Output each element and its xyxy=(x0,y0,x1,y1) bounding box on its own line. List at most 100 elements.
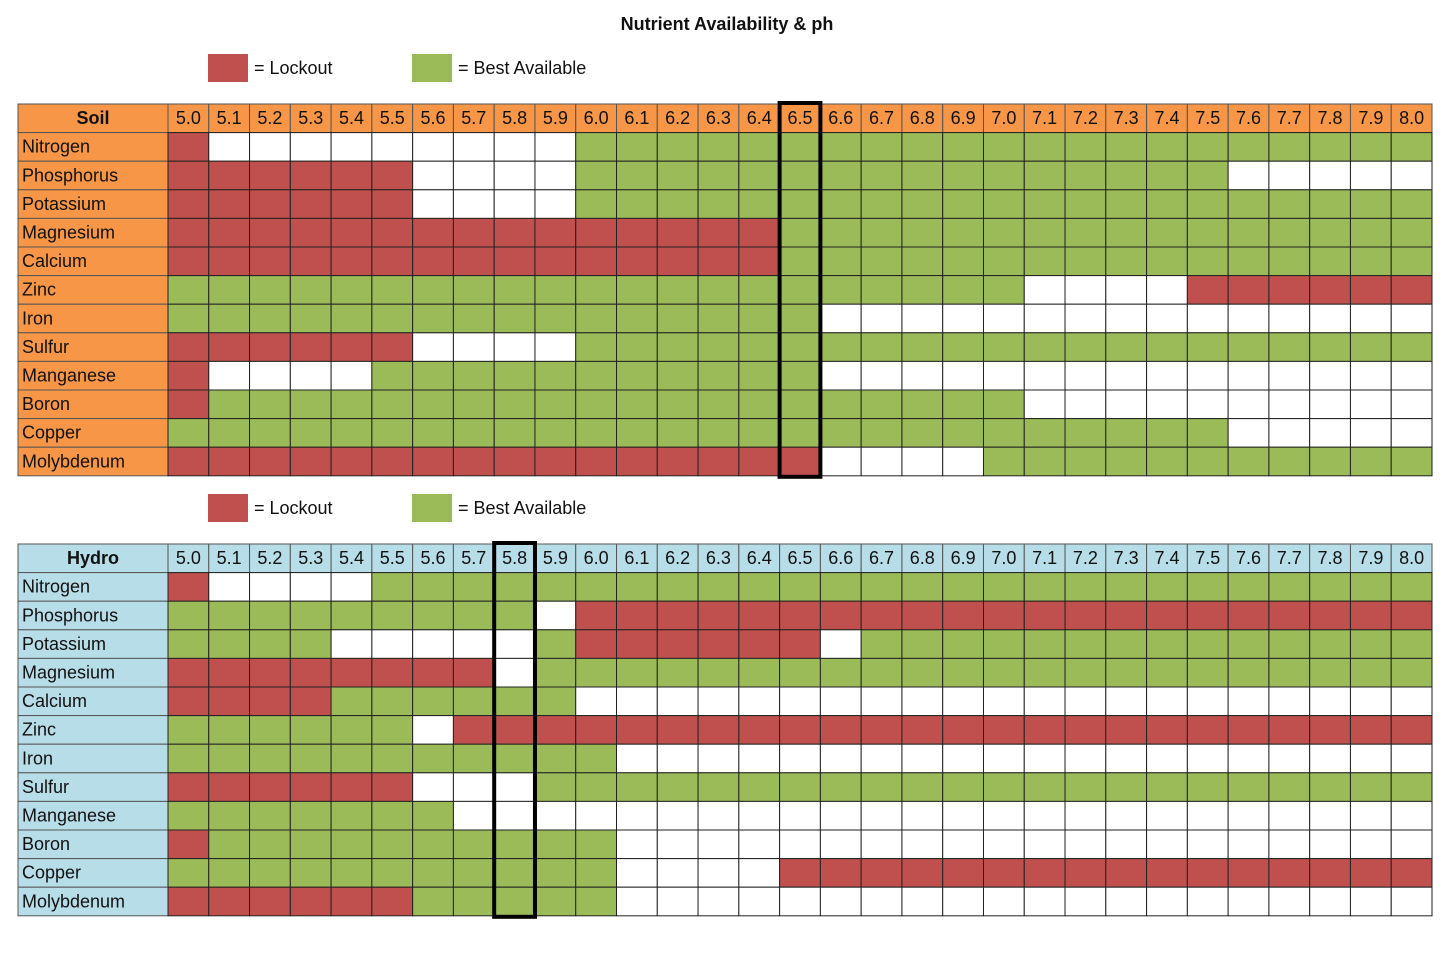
cell xyxy=(371,132,414,162)
cell xyxy=(982,303,1025,334)
cell xyxy=(1349,600,1392,631)
cell xyxy=(534,800,577,831)
cell xyxy=(452,246,495,277)
cell xyxy=(493,600,536,631)
cell xyxy=(412,246,454,277)
row-label: Sulfur xyxy=(22,337,69,357)
cell xyxy=(1105,772,1148,802)
cell xyxy=(982,800,1025,831)
legend-label: = Lockout xyxy=(254,498,333,518)
cell xyxy=(493,132,536,162)
cell xyxy=(1390,772,1433,802)
cell xyxy=(901,246,944,277)
cell xyxy=(493,686,536,717)
cell xyxy=(1146,743,1188,774)
cell xyxy=(412,858,454,888)
column-label: 6.7 xyxy=(869,108,894,128)
cell xyxy=(289,332,332,362)
cell xyxy=(942,446,984,477)
cell xyxy=(1186,332,1229,362)
cell xyxy=(1390,629,1433,659)
cell xyxy=(982,418,1025,448)
column-label: 7.8 xyxy=(1318,548,1343,568)
cell xyxy=(452,389,495,420)
cell xyxy=(249,829,291,860)
cell xyxy=(208,686,251,717)
cell xyxy=(575,629,618,659)
column-header xyxy=(534,543,577,574)
cell xyxy=(1146,303,1188,334)
cell xyxy=(330,418,373,448)
column-label: 7.7 xyxy=(1277,108,1302,128)
cell xyxy=(330,715,373,745)
cell xyxy=(1227,389,1270,420)
cell xyxy=(819,743,862,774)
cell xyxy=(779,657,821,688)
cell xyxy=(942,629,984,659)
cell xyxy=(901,332,944,362)
cell xyxy=(1390,800,1433,831)
table-label: Soil xyxy=(76,108,109,128)
cell xyxy=(289,715,332,745)
cell xyxy=(249,189,291,219)
cell xyxy=(697,418,740,448)
cell xyxy=(1349,360,1392,391)
cell xyxy=(1227,743,1270,774)
cell xyxy=(901,217,944,248)
cell xyxy=(371,418,414,448)
highlight-column xyxy=(777,101,823,479)
cell xyxy=(901,800,944,831)
cell xyxy=(1349,572,1392,602)
cell xyxy=(1064,800,1107,831)
column-label: 6.1 xyxy=(624,108,649,128)
cell xyxy=(901,686,944,717)
cell xyxy=(1227,275,1270,305)
cell xyxy=(1023,886,1066,917)
row-header xyxy=(17,858,169,888)
cell xyxy=(656,332,699,362)
cell xyxy=(330,886,373,917)
cell xyxy=(1105,686,1148,717)
cell xyxy=(1390,189,1433,219)
cell xyxy=(901,275,944,305)
cell xyxy=(1309,418,1351,448)
cell xyxy=(982,772,1025,802)
cell xyxy=(1309,743,1351,774)
cell xyxy=(1023,418,1066,448)
cell xyxy=(1390,886,1433,917)
cell xyxy=(616,572,658,602)
cell xyxy=(616,446,658,477)
cell xyxy=(452,446,495,477)
cell xyxy=(779,189,821,219)
cell xyxy=(860,572,903,602)
cell xyxy=(1268,772,1311,802)
row-header xyxy=(17,572,169,602)
cell xyxy=(779,743,821,774)
cell xyxy=(371,389,414,420)
cell xyxy=(575,246,618,277)
cell xyxy=(1186,657,1229,688)
cell xyxy=(1309,886,1351,917)
cell xyxy=(942,572,984,602)
cell xyxy=(493,160,536,191)
column-label: 7.9 xyxy=(1358,108,1383,128)
cell xyxy=(616,629,658,659)
cell xyxy=(982,275,1025,305)
column-label: 5.8 xyxy=(502,108,527,128)
cell xyxy=(656,858,699,888)
cell xyxy=(697,446,740,477)
cell xyxy=(249,160,291,191)
cell xyxy=(901,189,944,219)
cell xyxy=(1146,772,1188,802)
cell xyxy=(1105,715,1148,745)
column-label: 7.3 xyxy=(1114,548,1139,568)
cell xyxy=(249,600,291,631)
cell xyxy=(371,629,414,659)
cell xyxy=(1309,829,1351,860)
row-header xyxy=(17,829,169,860)
cell xyxy=(942,132,984,162)
column-label: 5.7 xyxy=(461,548,486,568)
row-label: Boron xyxy=(22,394,70,414)
cell xyxy=(616,332,658,362)
